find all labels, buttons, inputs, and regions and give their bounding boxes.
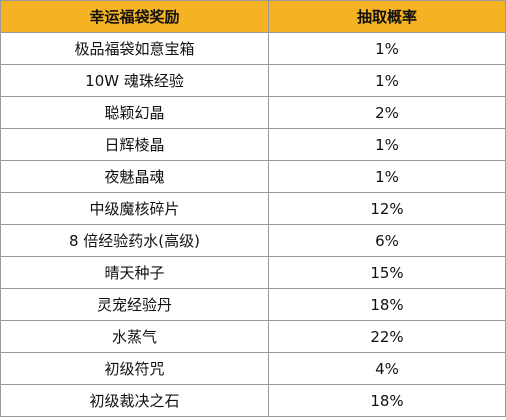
table-row: 日辉棱晶 1% xyxy=(0,128,506,161)
rate-cell: 1% xyxy=(268,32,506,65)
rate-cell: 1% xyxy=(268,160,506,193)
reward-cell: 水蒸气 xyxy=(0,320,269,353)
reward-cell: 初级裁决之石 xyxy=(0,384,269,417)
table-row: 初级裁决之石 18% xyxy=(0,384,506,417)
reward-cell: 夜魅晶魂 xyxy=(0,160,269,193)
rate-cell: 22% xyxy=(268,320,506,353)
reward-cell: 聪颖幻晶 xyxy=(0,96,269,129)
reward-cell: 日辉棱晶 xyxy=(0,128,269,161)
table-row: 初级符咒 4% xyxy=(0,352,506,385)
reward-cell: 极品福袋如意宝箱 xyxy=(0,32,269,65)
reward-cell: 8 倍经验药水(高级) xyxy=(0,224,269,257)
rate-cell: 4% xyxy=(268,352,506,385)
header-rate: 抽取概率 xyxy=(268,0,506,33)
reward-cell: 初级符咒 xyxy=(0,352,269,385)
rate-cell: 1% xyxy=(268,128,506,161)
rate-cell: 2% xyxy=(268,96,506,129)
table-row: 中级魔核碎片 12% xyxy=(0,192,506,225)
table-row: 晴天种子 15% xyxy=(0,256,506,289)
rate-cell: 6% xyxy=(268,224,506,257)
table-header-row: 幸运福袋奖励 抽取概率 xyxy=(0,0,506,33)
reward-cell: 灵宠经验丹 xyxy=(0,288,269,321)
rate-cell: 15% xyxy=(268,256,506,289)
reward-cell: 中级魔核碎片 xyxy=(0,192,269,225)
table-row: 灵宠经验丹 18% xyxy=(0,288,506,321)
table-row: 聪颖幻晶 2% xyxy=(0,96,506,129)
header-reward: 幸运福袋奖励 xyxy=(0,0,269,33)
table-row: 极品福袋如意宝箱 1% xyxy=(0,32,506,65)
rate-cell: 18% xyxy=(268,288,506,321)
table-row: 8 倍经验药水(高级) 6% xyxy=(0,224,506,257)
reward-cell: 10W 魂珠经验 xyxy=(0,64,269,97)
table-row: 夜魅晶魂 1% xyxy=(0,160,506,193)
reward-cell: 晴天种子 xyxy=(0,256,269,289)
rate-cell: 12% xyxy=(268,192,506,225)
rate-cell: 1% xyxy=(268,64,506,97)
table-row: 10W 魂珠经验 1% xyxy=(0,64,506,97)
table-row: 水蒸气 22% xyxy=(0,320,506,353)
rate-cell: 18% xyxy=(268,384,506,417)
